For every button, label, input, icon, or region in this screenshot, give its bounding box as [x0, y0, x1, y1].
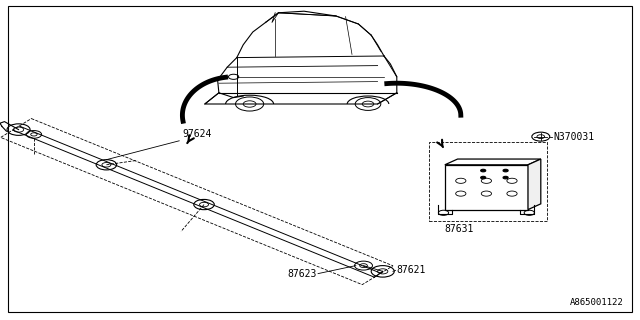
- Circle shape: [481, 169, 486, 172]
- Polygon shape: [528, 159, 541, 210]
- Text: 87631: 87631: [445, 224, 474, 234]
- Circle shape: [481, 176, 486, 179]
- Bar: [445, 165, 528, 210]
- Bar: [429, 142, 547, 221]
- Text: 97624: 97624: [182, 129, 212, 139]
- Text: 87621: 87621: [397, 265, 426, 276]
- Polygon shape: [445, 159, 541, 165]
- Circle shape: [503, 169, 508, 172]
- Text: A865001122: A865001122: [570, 298, 624, 307]
- Text: 87623: 87623: [287, 268, 317, 279]
- Text: N370031: N370031: [554, 132, 595, 142]
- Circle shape: [503, 176, 508, 179]
